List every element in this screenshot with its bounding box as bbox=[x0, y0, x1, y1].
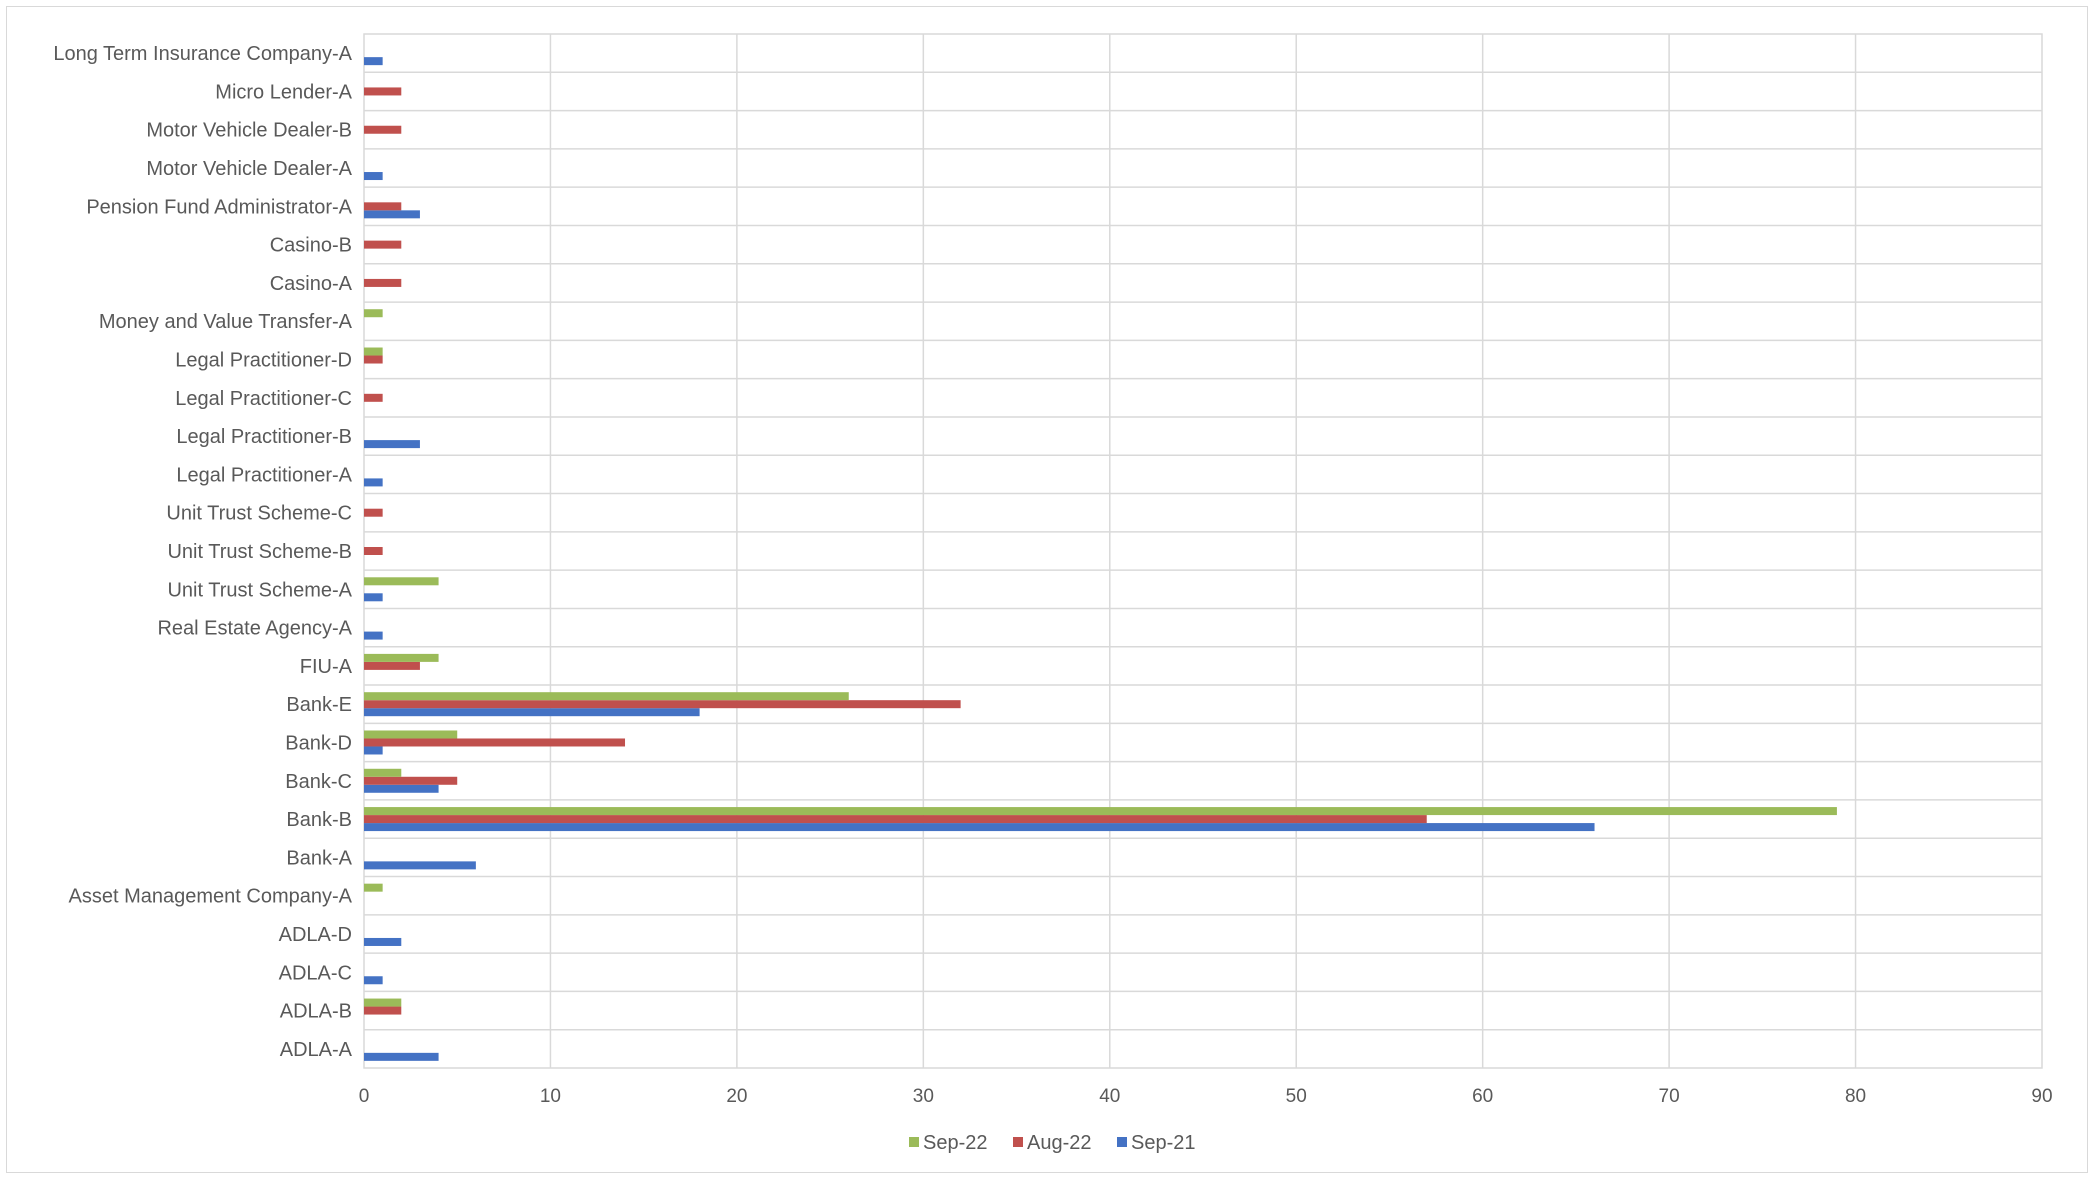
category-label-motor-vehicle-dealer-b: Motor Vehicle Dealer-B bbox=[146, 120, 352, 142]
bar-aug-22-casino-b bbox=[364, 240, 402, 249]
category-label-adla-a: ADLA-A bbox=[280, 1039, 353, 1061]
bar-sep-21-pension-fund-administrator-a bbox=[364, 210, 420, 219]
category-label-bank-d: Bank-D bbox=[285, 732, 352, 754]
bar-sep-22-money-and-value-transfer-a bbox=[364, 309, 383, 318]
x-tick-label-40: 40 bbox=[1099, 1086, 1120, 1107]
x-tick-label-70: 70 bbox=[1659, 1086, 1680, 1107]
bar-aug-22-fiu-a bbox=[364, 661, 420, 670]
legend-swatch-sep-22 bbox=[909, 1137, 919, 1147]
bar-sep-22-adla-b bbox=[364, 998, 402, 1007]
bar-sep-21-real-estate-agency-a bbox=[364, 631, 383, 640]
bar-sep-21-legal-practitioner-a bbox=[364, 478, 383, 487]
bar-aug-22-bank-c bbox=[364, 776, 458, 785]
category-label-bank-c: Bank-C bbox=[285, 771, 352, 793]
category-label-unit-trust-scheme-a: Unit Trust Scheme-A bbox=[167, 579, 352, 601]
chart-frame: 0 10 20 30 40 50 60 70 80 90 ADLA-A ADLA-B ADLA-C ADL… bbox=[6, 6, 2088, 1173]
category-label-bank-b: Bank-B bbox=[286, 809, 352, 831]
x-tick-label-10: 10 bbox=[540, 1086, 561, 1107]
legend-swatch-aug-22 bbox=[1013, 1137, 1023, 1147]
category-label-casino-a: Casino-A bbox=[270, 273, 353, 295]
legend-swatch-sep-21 bbox=[1117, 1137, 1127, 1147]
bar-aug-22-micro-lender-a bbox=[364, 87, 402, 96]
category-label-adla-b: ADLA-B bbox=[280, 1001, 352, 1023]
bar-sep-22-unit-trust-scheme-a bbox=[364, 577, 439, 586]
bar-sep-21-adla-d bbox=[364, 937, 402, 946]
category-label-legal-practitioner-b: Legal Practitioner-B bbox=[176, 426, 352, 448]
x-tick-label-0: 0 bbox=[359, 1086, 370, 1107]
category-label-casino-b: Casino-B bbox=[270, 235, 352, 257]
x-tick-label-80: 80 bbox=[1845, 1086, 1866, 1107]
bar-sep-21-adla-c bbox=[364, 976, 383, 985]
category-label-legal-practitioner-a: Legal Practitioner-A bbox=[176, 464, 352, 486]
bar-aug-22-legal-practitioner-d bbox=[364, 355, 383, 364]
bar-aug-22-motor-vehicle-dealer-b bbox=[364, 125, 402, 134]
category-label-motor-vehicle-dealer-a: Motor Vehicle Dealer-A bbox=[146, 158, 352, 180]
plot-area bbox=[363, 33, 2043, 1069]
bar-sep-22-asset-management-company-a bbox=[364, 883, 383, 892]
category-label-real-estate-agency-a: Real Estate Agency-A bbox=[157, 618, 352, 640]
category-label-unit-trust-scheme-c: Unit Trust Scheme-C bbox=[166, 503, 352, 525]
bar-sep-21-bank-c bbox=[364, 784, 439, 793]
bar-sep-22-fiu-a bbox=[364, 653, 439, 662]
category-label-adla-c: ADLA-C bbox=[279, 962, 352, 984]
category-label-fiu-a: FIU-A bbox=[300, 656, 353, 678]
bar-sep-22-legal-practitioner-d bbox=[364, 347, 383, 356]
category-label-unit-trust-scheme-b: Unit Trust Scheme-B bbox=[167, 541, 352, 563]
bar-sep-22-bank-b bbox=[364, 807, 1837, 816]
bar-sep-21-bank-a bbox=[364, 861, 476, 870]
legend-label-sep-22: Sep-22 bbox=[923, 1132, 988, 1154]
bar-sep-21-long-term-insurance-company-a bbox=[364, 57, 383, 66]
bar-aug-22-unit-trust-scheme-c bbox=[364, 508, 383, 517]
bar-aug-22-bank-b bbox=[364, 815, 1427, 824]
category-label-long-term-insurance-company-a: Long Term Insurance Company-A bbox=[53, 43, 352, 65]
bar-sep-22-bank-d bbox=[364, 730, 458, 739]
x-tick-label-20: 20 bbox=[726, 1086, 747, 1107]
bar-sep-21-unit-trust-scheme-a bbox=[364, 593, 383, 602]
bar-aug-22-unit-trust-scheme-b bbox=[364, 547, 383, 555]
bar-sep-21-motor-vehicle-dealer-a bbox=[364, 172, 383, 181]
category-label-bank-e: Bank-E bbox=[286, 694, 352, 716]
bar-aug-22-casino-a bbox=[364, 278, 402, 287]
category-label-legal-practitioner-d: Legal Practitioner-D bbox=[175, 350, 352, 372]
category-label-legal-practitioner-c: Legal Practitioner-C bbox=[175, 388, 352, 410]
x-tick-label-60: 60 bbox=[1472, 1086, 1493, 1107]
bar-aug-22-legal-practitioner-c bbox=[364, 393, 383, 402]
bar-sep-21-bank-d bbox=[364, 746, 383, 755]
x-tick-label-90: 90 bbox=[2031, 1086, 2052, 1107]
bar-aug-22-bank-e bbox=[364, 700, 961, 709]
category-label-money-and-value-transfer-a: Money and Value Transfer-A bbox=[99, 311, 353, 333]
category-label-pension-fund-administrator-a: Pension Fund Administrator-A bbox=[86, 196, 352, 218]
x-tick-label-30: 30 bbox=[913, 1086, 934, 1107]
bar-chart: 0 10 20 30 40 50 60 70 80 90 ADLA-A ADLA-B ADLA-C ADL… bbox=[53, 33, 2053, 1154]
category-label-micro-lender-a: Micro Lender-A bbox=[215, 81, 352, 103]
category-label-asset-management-company-a: Asset Management Company-A bbox=[69, 886, 353, 908]
category-label-adla-d: ADLA-D bbox=[279, 924, 352, 946]
bar-sep-21-legal-practitioner-b bbox=[364, 440, 420, 449]
bar-sep-21-bank-e bbox=[364, 708, 700, 717]
legend-label-sep-21: Sep-21 bbox=[1131, 1132, 1196, 1154]
x-tick-label-50: 50 bbox=[1286, 1086, 1307, 1107]
bar-aug-22-pension-fund-administrator-a bbox=[364, 202, 402, 211]
bar-sep-21-adla-a bbox=[364, 1052, 439, 1061]
category-label-bank-a: Bank-A bbox=[286, 847, 352, 869]
bar-sep-22-bank-c bbox=[364, 768, 402, 777]
bar-aug-22-bank-d bbox=[364, 738, 626, 747]
bar-sep-21-bank-b bbox=[364, 823, 1595, 832]
bar-sep-22-bank-e bbox=[364, 692, 849, 701]
legend-label-aug-22: Aug-22 bbox=[1027, 1132, 1092, 1154]
bar-aug-22-adla-b bbox=[364, 1006, 402, 1015]
